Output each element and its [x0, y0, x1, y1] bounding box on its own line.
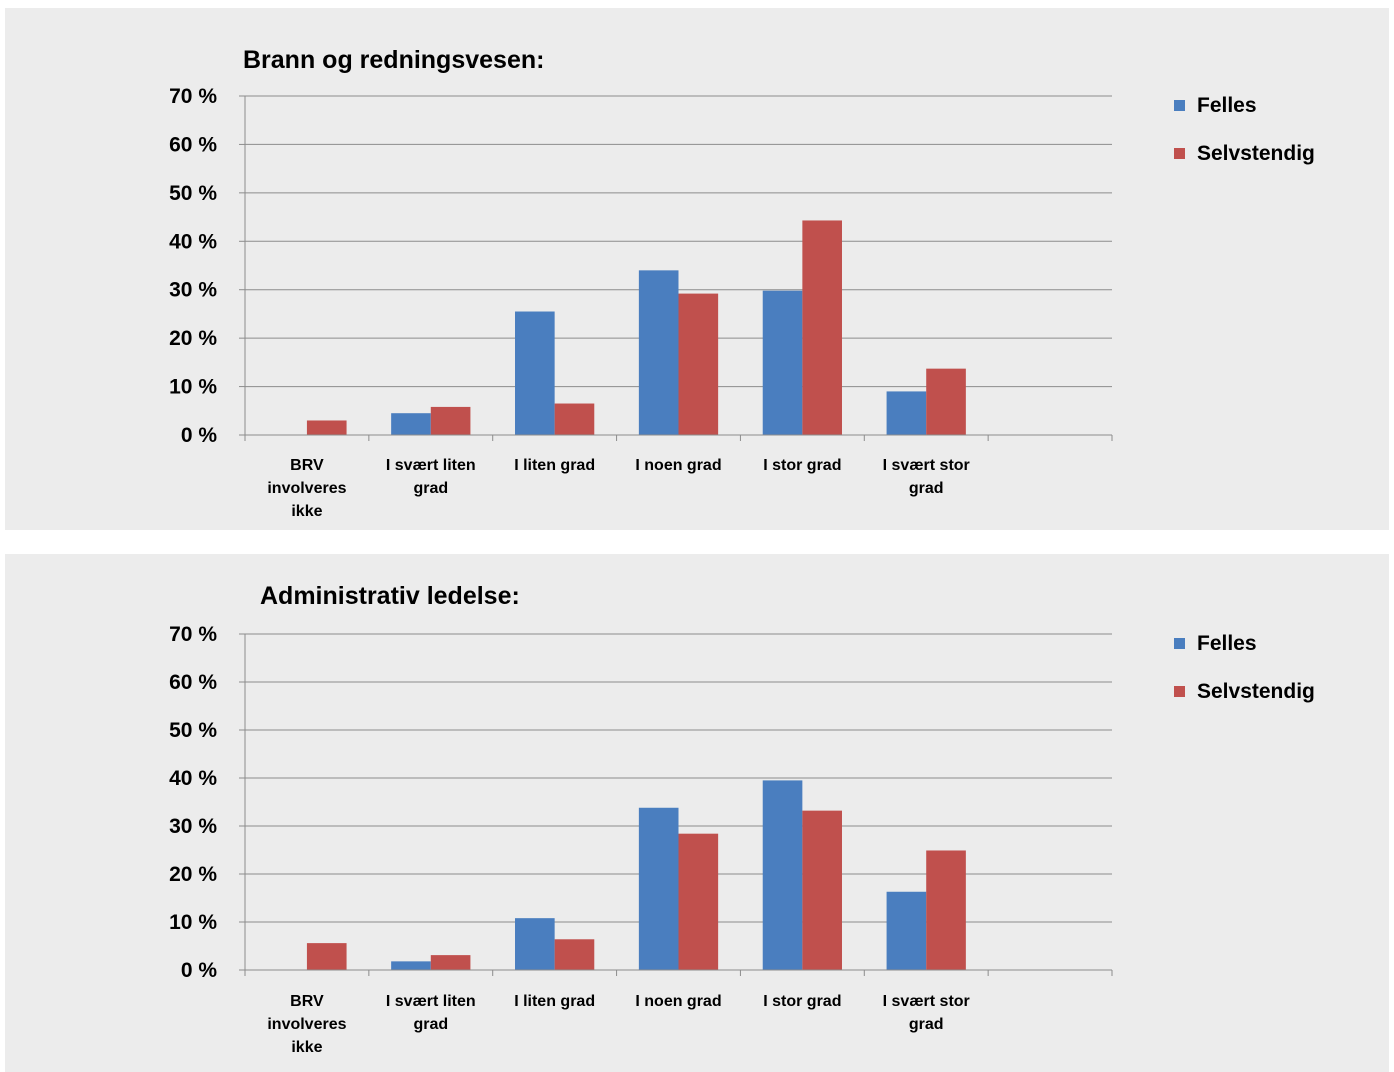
bar-felles — [391, 961, 431, 970]
bar-selvstendig — [306, 943, 347, 970]
bar-felles — [762, 290, 803, 435]
y-tick-label: 10 % — [169, 376, 217, 399]
y-tick-label: 40 % — [169, 767, 217, 790]
legend-swatch-selvstendig — [1174, 686, 1185, 697]
x-tick-label: grad — [413, 480, 448, 497]
y-tick-label: 60 % — [169, 133, 217, 156]
x-tick-label: ikke — [291, 503, 322, 520]
bar-felles — [886, 891, 927, 970]
x-tick-label: involveres — [267, 1016, 346, 1033]
bar-selvstendig — [802, 220, 842, 435]
x-tick-label: grad — [909, 480, 944, 497]
y-tick-label: 60 % — [169, 671, 217, 694]
y-tick-label: 10 % — [169, 911, 217, 934]
x-tick-label: I noen grad — [635, 457, 721, 474]
legend-label: Felles — [1197, 94, 1257, 117]
bar-selvstendig — [430, 955, 471, 970]
x-tick-label: ikke — [291, 1039, 322, 1056]
chart-panel-administrativ: Administrativ ledelse: 0 % 10 % 20 % 30 % 40… — [5, 554, 1389, 1072]
y-tick-label: 30 % — [169, 279, 217, 302]
x-tick-label: involveres — [267, 480, 346, 497]
legend-label: Selvstendig — [1197, 680, 1315, 703]
y-tick-label: 50 % — [169, 719, 217, 742]
chart-administrativ-ledelse: Administrativ ledelse: 0 % 10 % 20 % 30 % 40… — [169, 582, 1315, 1056]
bar-selvstendig — [554, 403, 595, 435]
bar-selvstendig — [678, 293, 719, 435]
x-tick-label: I liten grad — [514, 993, 595, 1010]
chart-panel-brann: Brann og redningsvesen: 0 % 10 % 20 % 30 % 4… — [5, 8, 1389, 530]
y-tick-label: 50 % — [169, 182, 217, 205]
x-tick-label: I svært liten — [386, 457, 476, 474]
x-tick-label: BRV — [290, 457, 324, 474]
x-tick-label: I svært stor — [883, 457, 970, 474]
bar-selvstendig — [802, 810, 842, 970]
chart-brann-og-redningsvesen: Brann og redningsvesen: 0 % 10 % 20 % 30 % 4… — [169, 46, 1315, 520]
x-tick-label: grad — [413, 1016, 448, 1033]
bar-felles — [515, 918, 555, 970]
bar-selvstendig — [306, 420, 347, 435]
y-tick-label: 70 % — [169, 85, 217, 108]
bar-selvstendig — [430, 406, 471, 435]
y-tick-label: 40 % — [169, 230, 217, 253]
x-tick-label: BRV — [290, 993, 324, 1010]
legend-label: Felles — [1197, 632, 1257, 655]
y-tick-label: 0 % — [181, 424, 218, 447]
bar-felles — [391, 413, 431, 435]
y-tick-label: 70 % — [169, 623, 217, 646]
bar-felles — [638, 807, 679, 970]
x-tick-label: I stor grad — [763, 457, 841, 474]
x-tick-label: I svært liten — [386, 993, 476, 1010]
x-tick-label: I svært stor — [883, 993, 970, 1010]
legend-swatch-selvstendig — [1174, 148, 1185, 159]
bar-felles — [886, 391, 927, 435]
bar-felles — [762, 780, 803, 970]
chart-title: Administrativ ledelse: — [260, 582, 520, 610]
bar-felles — [638, 270, 679, 435]
bar-selvstendig — [926, 368, 966, 435]
y-tick-label: 20 % — [169, 327, 217, 350]
bar-selvstendig — [678, 833, 719, 970]
x-tick-label: grad — [909, 1016, 944, 1033]
bar-felles — [515, 311, 555, 435]
y-tick-label: 30 % — [169, 815, 217, 838]
legend-swatch-felles — [1174, 638, 1185, 649]
x-tick-label: I noen grad — [635, 993, 721, 1010]
bar-selvstendig — [554, 939, 595, 970]
chart-title: Brann og redningsvesen: — [243, 46, 544, 74]
legend-label: Selvstendig — [1197, 142, 1315, 165]
x-tick-label: I liten grad — [514, 457, 595, 474]
y-tick-label: 0 % — [181, 959, 218, 982]
bar-selvstendig — [926, 850, 966, 970]
legend-swatch-felles — [1174, 100, 1185, 111]
x-tick-label: I stor grad — [763, 993, 841, 1010]
y-tick-label: 20 % — [169, 863, 217, 886]
